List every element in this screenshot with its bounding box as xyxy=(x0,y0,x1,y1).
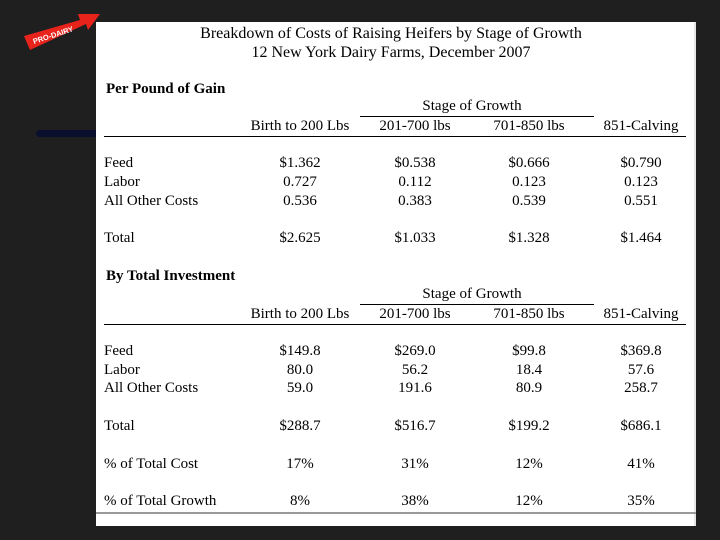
row-label: Feed xyxy=(104,155,134,171)
header-rule xyxy=(104,324,686,325)
cell: $0.790 xyxy=(620,155,662,171)
cell: 0.123 xyxy=(624,174,658,190)
cell: 0.123 xyxy=(512,174,546,190)
column-header: 851-Calving xyxy=(603,118,679,134)
slide-right-border xyxy=(694,22,696,526)
cell: 38% xyxy=(401,493,429,509)
cell: $369.8 xyxy=(620,343,662,359)
column-header: 701-850 lbs xyxy=(493,306,565,322)
cell: 12% xyxy=(515,456,543,472)
column-header: Birth to 200 Lbs xyxy=(250,118,350,134)
row-label: Feed xyxy=(104,343,134,359)
cell: 18.4 xyxy=(515,362,543,378)
cell: $2.625 xyxy=(279,230,321,246)
cell: $686.1 xyxy=(620,418,662,434)
cell: 0.551 xyxy=(624,193,658,209)
column-header: 201-700 lbs xyxy=(379,306,451,322)
group-label: Stage of Growth xyxy=(422,286,522,302)
cell: 0.536 xyxy=(283,193,317,209)
row-label: % of Total Cost xyxy=(104,456,199,472)
section-heading-total-investment: By Total Investment xyxy=(106,268,236,284)
row-label: % of Total Growth xyxy=(104,493,217,509)
title-line-1: Breakdown of Costs of Raising Heifers by… xyxy=(200,25,582,42)
group-label: Stage of Growth xyxy=(422,98,522,114)
cell: $149.8 xyxy=(279,343,321,359)
cell: $1.362 xyxy=(279,155,321,171)
column-header: Birth to 200 Lbs xyxy=(250,306,350,322)
cell: 258.7 xyxy=(624,380,658,396)
column-header: 201-700 lbs xyxy=(379,118,451,134)
cell: $199.2 xyxy=(508,418,550,434)
slide-title: Breakdown of Costs of Raising Heifers by… xyxy=(96,24,686,62)
cell: 17% xyxy=(286,456,314,472)
title-line-2: 12 New York Dairy Farms, December 2007 xyxy=(251,44,531,61)
cell: $288.7 xyxy=(279,418,321,434)
row-label: All Other Costs xyxy=(104,380,199,396)
cell: $99.8 xyxy=(512,343,546,359)
pro-dairy-logo: PRO-DAIRY xyxy=(24,14,100,50)
column-header: 851-Calving xyxy=(603,306,679,322)
cell: 80.0 xyxy=(286,362,314,378)
cell: 8% xyxy=(290,493,310,509)
row-label: Labor xyxy=(104,174,140,190)
cell: 35% xyxy=(627,493,655,509)
cell: $516.7 xyxy=(394,418,436,434)
svg-text:PRO-DAIRY: PRO-DAIRY xyxy=(32,24,75,45)
slide: Breakdown of Costs of Raising Heifers by… xyxy=(96,22,696,526)
cell: 41% xyxy=(627,456,655,472)
accent-bar xyxy=(36,130,100,137)
cell: $0.538 xyxy=(394,155,436,171)
cell: $269.0 xyxy=(394,343,436,359)
cell: 0.727 xyxy=(283,174,317,190)
cell: $1.328 xyxy=(508,230,550,246)
cell: 0.383 xyxy=(398,193,432,209)
cell: 31% xyxy=(401,456,429,472)
row-label: All Other Costs xyxy=(104,193,199,209)
section-heading-per-pound: Per Pound of Gain xyxy=(106,81,226,97)
cell: 0.112 xyxy=(398,174,432,190)
cell: 57.6 xyxy=(627,362,655,378)
cell: 0.539 xyxy=(512,193,546,209)
header-rule xyxy=(104,136,686,137)
row-label: Total xyxy=(104,418,135,434)
cell: 59.0 xyxy=(286,380,314,396)
cell: $0.666 xyxy=(508,155,550,171)
row-label: Labor xyxy=(104,362,140,378)
cell: $1.464 xyxy=(620,230,662,246)
slide-bottom-border xyxy=(96,512,696,514)
group-rule xyxy=(360,304,594,305)
cell: 191.6 xyxy=(398,380,432,396)
cell: 12% xyxy=(515,493,543,509)
cell: 56.2 xyxy=(401,362,429,378)
group-rule xyxy=(360,116,594,117)
row-label: Total xyxy=(104,230,135,246)
cell: 80.9 xyxy=(515,380,543,396)
column-header: 701-850 lbs xyxy=(493,118,565,134)
cell: $1.033 xyxy=(394,230,436,246)
